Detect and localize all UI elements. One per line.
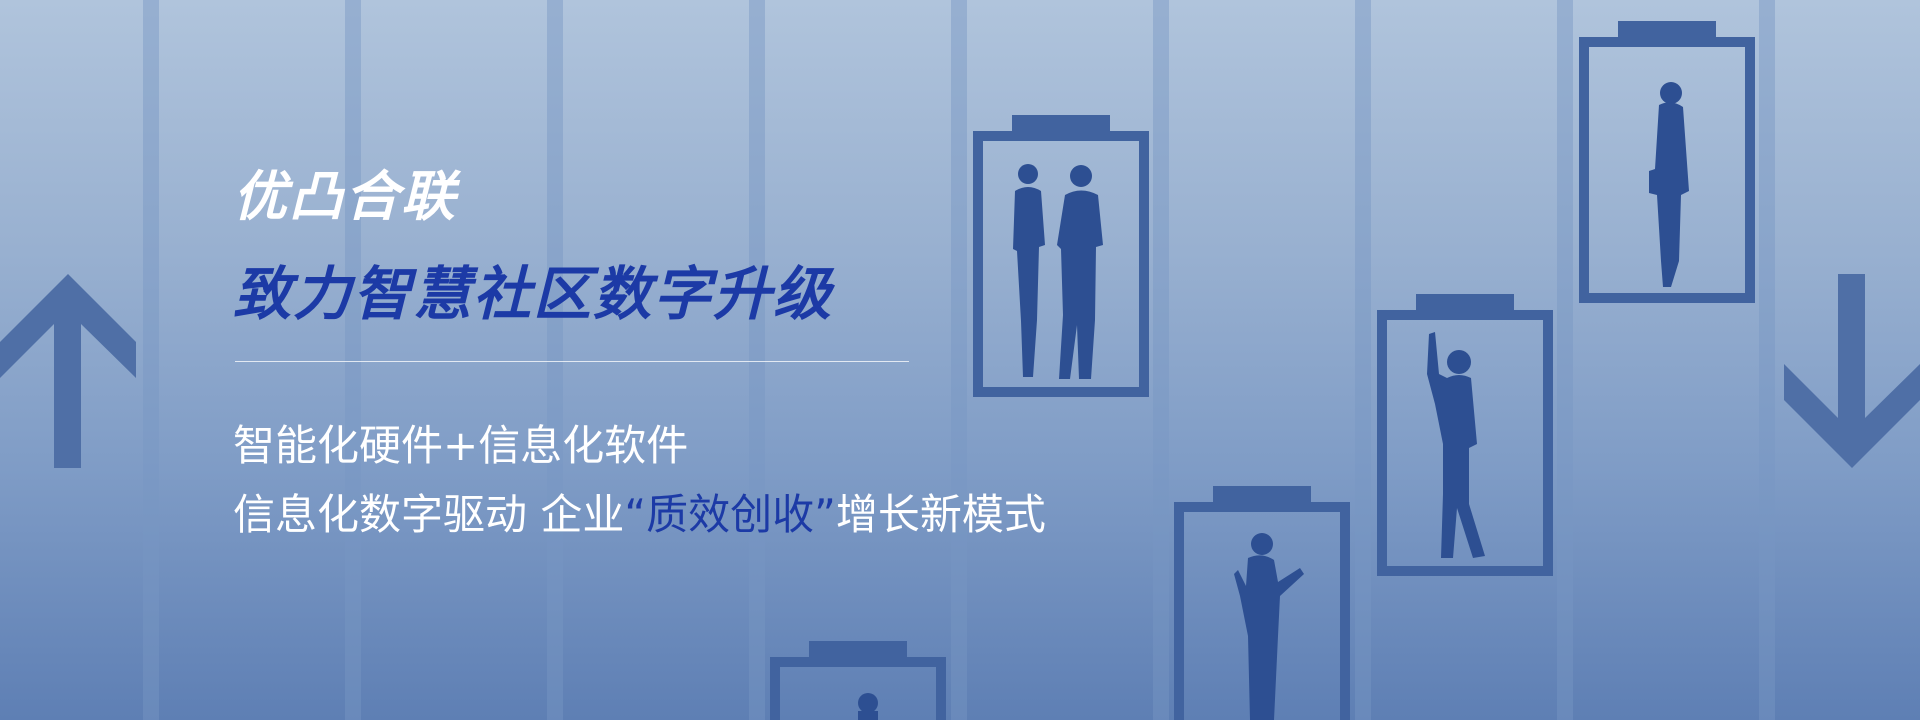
highlight-phrase: 质效创收 <box>646 490 815 539</box>
feature-line-1: 智能化硬件+信息化软件 <box>233 421 689 470</box>
elevator-shaft <box>1759 0 1775 720</box>
feature-line-2-prefix: 信息化数字驱动 企业 <box>233 490 625 539</box>
divider <box>235 361 909 362</box>
arrow-down-icon <box>1784 274 1920 468</box>
elevator-car-man-waving <box>1377 294 1553 576</box>
elevator-shaft <box>1557 0 1573 720</box>
quote-open: “ <box>624 490 647 539</box>
person-silhouette <box>1234 533 1304 720</box>
elevator-shaft <box>547 0 563 720</box>
feature-line-2: 信息化数字驱动 企业“质效创收”增长新模式 <box>233 487 1046 543</box>
headline-slogan: 致力智慧社区数字升级 <box>233 260 834 328</box>
elevator-shaft <box>345 0 361 720</box>
elevator-shaft <box>749 0 765 720</box>
elevator-car-woman-phone <box>1174 486 1350 720</box>
elevator-shaft <box>1153 0 1169 720</box>
arrow-up-icon <box>0 274 136 468</box>
elevator-shaft <box>143 0 159 720</box>
elevator-shaft <box>1355 0 1371 720</box>
elevator-car-partial <box>770 641 946 720</box>
elevator-shaft <box>951 0 967 720</box>
people-silhouette <box>1013 164 1103 379</box>
brand-name: 优凸合联 <box>233 165 457 228</box>
elevator-car-woman <box>1579 21 1755 303</box>
elevator-car-couple <box>973 115 1149 397</box>
person-silhouette <box>1649 82 1689 287</box>
feature-line-2-suffix: 增长新模式 <box>835 490 1046 539</box>
quote-close: ” <box>814 490 836 539</box>
person-silhouette <box>1427 332 1485 558</box>
